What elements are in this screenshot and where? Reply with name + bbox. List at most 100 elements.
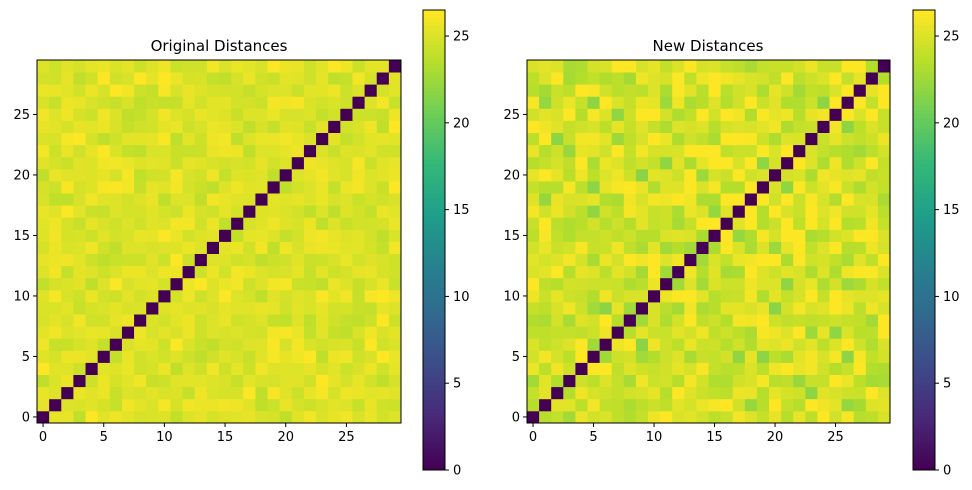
heatmap-cell: [575, 229, 588, 242]
heatmap-cell: [805, 156, 818, 170]
heatmap-cell: [388, 96, 402, 109]
heatmap-cell: [793, 217, 806, 230]
colorbar-segment: [913, 182, 935, 187]
heatmap-cell: [376, 326, 390, 339]
heatmap-cell: [539, 398, 552, 412]
heatmap-cell: [49, 289, 62, 303]
colorbar-segment: [423, 420, 445, 425]
heatmap-cell: [648, 229, 661, 242]
heatmap-cell: [364, 374, 378, 388]
heatmap-cell: [231, 302, 244, 315]
heatmap-cell: [599, 205, 613, 218]
heatmap-cell: [316, 181, 329, 194]
heatmap-cell: [829, 181, 842, 194]
heatmap-cell: [37, 277, 50, 291]
heatmap-cell: [37, 217, 50, 230]
heatmap-cell: [877, 241, 891, 254]
heatmap-cell: [623, 338, 637, 351]
heatmap-cell: [97, 386, 111, 400]
heatmap-cell: [623, 60, 637, 73]
heatmap-cell: [563, 120, 576, 133]
heatmap-cell: [527, 289, 540, 303]
colorbar-segment: [423, 282, 445, 287]
heatmap-cell: [744, 229, 758, 242]
heatmap-cell: [732, 181, 746, 194]
heatmap-cell: [267, 205, 281, 218]
x-tick-label: 0: [39, 430, 47, 445]
heatmap-cell: [817, 229, 830, 242]
heatmap-cell: [291, 168, 305, 182]
colorbar-segment: [913, 355, 935, 360]
heatmap-cell: [37, 96, 50, 109]
heatmap-cell: [231, 96, 244, 109]
colorbar-segment: [423, 266, 445, 272]
heatmap-cell: [364, 410, 378, 424]
heatmap-cell: [279, 156, 293, 170]
heatmap-cell: [146, 350, 159, 363]
colorbar-segment: [913, 305, 935, 310]
heatmap-cell: [340, 326, 353, 339]
heatmap-cell: [769, 156, 782, 170]
heatmap-cell: [219, 374, 232, 388]
heatmap-cell: [708, 181, 721, 194]
heatmap-cell: [684, 132, 697, 146]
heatmap-cell: [316, 241, 329, 254]
heatmap-cell: [340, 362, 353, 375]
heatmap-cell: [206, 205, 220, 218]
heatmap-cell: [672, 265, 685, 279]
colorbar-segment: [913, 389, 935, 394]
heatmap-cell: [121, 253, 135, 267]
heatmap-cell: [599, 84, 613, 97]
heatmap-cell: [781, 193, 794, 206]
x-tick-label: 25: [338, 430, 355, 445]
heatmap-cell: [388, 229, 402, 242]
heatmap-cell: [708, 362, 721, 375]
heatmap-cell: [684, 205, 697, 218]
heatmap-cell: [829, 72, 842, 85]
heatmap-cell: [303, 398, 317, 412]
colorbar-segment: [913, 370, 935, 375]
heatmap-cell: [744, 181, 758, 194]
heatmap-cell: [756, 253, 770, 267]
y-tick-label: 5: [22, 350, 30, 365]
heatmap-cell: [267, 302, 281, 315]
colorbar-segment: [423, 13, 445, 19]
heatmap-cell: [696, 181, 709, 194]
heatmap-cell: [182, 120, 196, 133]
heatmap-cell: [109, 398, 123, 412]
heatmap-cell: [61, 350, 74, 363]
heatmap-cell: [279, 289, 293, 303]
heatmap-cell: [158, 60, 171, 73]
heatmap-cell: [793, 314, 806, 327]
heatmap-cell: [61, 410, 74, 424]
heatmap-cell: [660, 72, 673, 85]
heatmap-cell: [563, 229, 576, 242]
heatmap-cell: [194, 350, 208, 363]
heatmap-cell: [279, 72, 293, 85]
heatmap-cell: [720, 253, 734, 267]
heatmap-cell: [756, 168, 770, 182]
heatmap-cell: [109, 362, 123, 375]
heatmap-cell: [829, 277, 842, 291]
colorbar-segment: [913, 328, 935, 333]
heatmap-cell: [170, 84, 183, 97]
heatmap-cell: [696, 144, 709, 158]
heatmap-cell: [720, 289, 734, 303]
heatmap-cell: [231, 350, 244, 363]
heatmap-cell: [853, 253, 867, 267]
heatmap-cell: [841, 302, 855, 315]
heatmap-cell: [623, 144, 637, 158]
heatmap-cell: [85, 60, 99, 73]
heatmap-cell: [219, 338, 232, 351]
heatmap-cell: [134, 314, 147, 327]
heatmap-cell: [744, 168, 758, 182]
heatmap-cell: [231, 217, 244, 230]
heatmap-cell: [243, 120, 256, 133]
x-tick-label: 5: [100, 430, 108, 445]
colorbar-segment: [913, 59, 935, 65]
heatmap-cell: [388, 84, 402, 97]
heatmap-cell: [61, 229, 74, 242]
colorbar-segment: [913, 462, 935, 467]
heatmap-cell: [219, 205, 232, 218]
heatmap-cell: [781, 108, 794, 121]
